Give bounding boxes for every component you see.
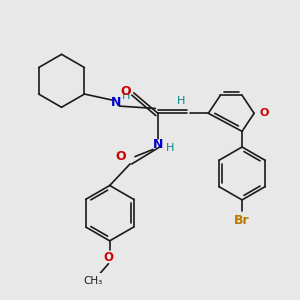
Text: O: O [120, 85, 130, 98]
Text: H: H [176, 96, 185, 106]
Text: H: H [166, 143, 174, 153]
Text: O: O [259, 108, 268, 118]
Text: O: O [115, 150, 126, 163]
Text: O: O [103, 251, 113, 264]
Text: N: N [110, 96, 121, 109]
Text: H: H [122, 92, 131, 101]
Text: Br: Br [234, 214, 250, 227]
Text: N: N [153, 138, 163, 151]
Text: CH₃: CH₃ [83, 276, 103, 286]
